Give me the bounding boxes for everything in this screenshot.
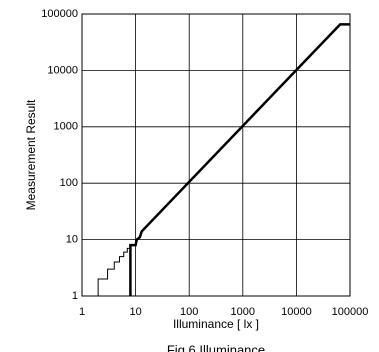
- y-axis-label: Measurement Result: [24, 99, 38, 210]
- data-line: [129, 23, 350, 296]
- y-tick-label: 10000: [47, 64, 78, 76]
- y-tick-label: 1000: [54, 121, 78, 133]
- x-axis-label: Illuminance [ lx ]: [173, 317, 259, 331]
- y-tick-label: 100: [60, 177, 78, 189]
- data-line: [97, 247, 131, 296]
- y-tick-label: 10: [66, 234, 78, 246]
- x-tick-label: 10000: [281, 306, 312, 318]
- chart-title: Fig.6 Illuminance: [167, 342, 265, 352]
- x-tick-label: 100000: [332, 306, 369, 318]
- y-tick-label: 100000: [41, 8, 78, 20]
- x-tick-label: 10: [129, 306, 141, 318]
- plot-frame: [81, 13, 351, 297]
- x-tick-label: 1000: [231, 306, 255, 318]
- x-tick-label: 100: [180, 306, 198, 318]
- x-tick-label: 1: [79, 306, 85, 318]
- y-tick-label: 1: [72, 290, 78, 302]
